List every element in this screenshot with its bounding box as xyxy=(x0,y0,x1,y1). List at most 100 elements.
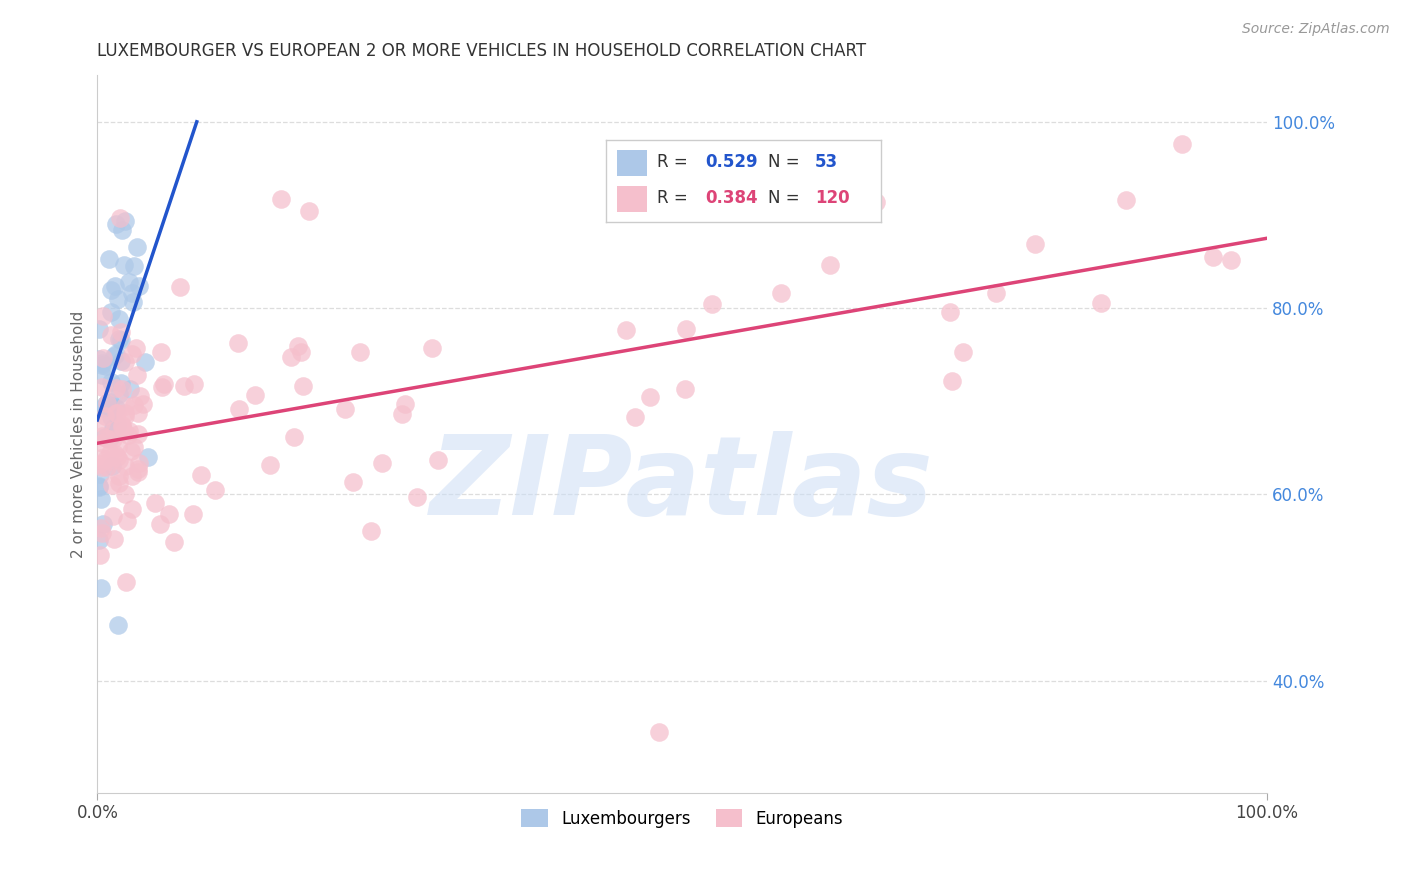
Point xyxy=(120,444,142,458)
Point xyxy=(115,514,138,528)
Point xyxy=(173,379,195,393)
Point xyxy=(118,382,141,396)
Point xyxy=(111,417,134,432)
Point xyxy=(614,323,637,337)
Point xyxy=(101,478,124,492)
Point xyxy=(96,395,118,409)
Point xyxy=(149,516,172,531)
Text: ZIPatlas: ZIPatlas xyxy=(430,431,934,538)
Point xyxy=(100,409,122,424)
Point xyxy=(94,431,117,445)
Point xyxy=(1090,296,1112,310)
Point xyxy=(121,347,143,361)
Point xyxy=(127,406,149,420)
Point xyxy=(134,355,156,369)
Point xyxy=(94,430,117,444)
Point xyxy=(104,347,127,361)
Point xyxy=(111,420,134,434)
Point xyxy=(89,480,111,494)
Point xyxy=(103,349,125,363)
Point xyxy=(122,441,145,455)
Point xyxy=(87,458,110,472)
Point xyxy=(110,333,132,347)
Point xyxy=(90,521,112,535)
Point xyxy=(98,454,121,468)
Point xyxy=(114,459,136,474)
Point xyxy=(100,327,122,342)
Point xyxy=(111,382,134,396)
Point xyxy=(125,368,148,382)
Point xyxy=(1115,194,1137,208)
Point xyxy=(391,407,413,421)
Point xyxy=(190,467,212,482)
Point xyxy=(297,203,319,218)
Point xyxy=(107,468,129,483)
Point xyxy=(157,507,180,521)
Point xyxy=(371,456,394,470)
Point xyxy=(121,468,143,483)
Point xyxy=(118,424,141,438)
Point xyxy=(91,309,114,323)
Point xyxy=(103,533,125,547)
Point xyxy=(103,423,125,437)
Point xyxy=(110,353,132,368)
Text: LUXEMBOURGER VS EUROPEAN 2 OR MORE VEHICLES IN HOUSEHOLD CORRELATION CHART: LUXEMBOURGER VS EUROPEAN 2 OR MORE VEHIC… xyxy=(97,42,866,60)
Point xyxy=(101,458,124,473)
Point xyxy=(122,295,145,310)
Point xyxy=(287,339,309,353)
Point xyxy=(111,223,134,237)
Point xyxy=(127,462,149,476)
Point xyxy=(101,420,124,434)
Point xyxy=(107,312,129,326)
Point xyxy=(103,420,125,434)
Point xyxy=(280,350,302,364)
Point xyxy=(104,447,127,461)
Point xyxy=(91,359,114,373)
Point xyxy=(283,430,305,444)
Point xyxy=(675,322,697,336)
Point xyxy=(700,297,723,311)
Point xyxy=(169,280,191,294)
Point xyxy=(259,458,281,473)
Point xyxy=(114,487,136,501)
Point xyxy=(114,574,136,589)
Point xyxy=(270,192,292,206)
Text: Source: ZipAtlas.com: Source: ZipAtlas.com xyxy=(1241,22,1389,37)
Point xyxy=(101,432,124,446)
Point xyxy=(107,453,129,467)
Point xyxy=(865,194,887,209)
Point xyxy=(87,479,110,493)
Point xyxy=(104,278,127,293)
Point xyxy=(114,214,136,228)
Point xyxy=(97,252,120,266)
Point xyxy=(110,325,132,339)
Point xyxy=(162,534,184,549)
Point xyxy=(125,240,148,254)
Point xyxy=(638,391,661,405)
Point xyxy=(333,402,356,417)
Point xyxy=(100,375,122,389)
Point xyxy=(1171,136,1194,151)
Point xyxy=(150,344,173,359)
Point xyxy=(87,322,110,336)
Point xyxy=(91,460,114,475)
Point xyxy=(624,409,647,424)
Point xyxy=(90,416,112,430)
Point xyxy=(128,278,150,293)
Point xyxy=(94,452,117,467)
Point xyxy=(107,293,129,307)
Point xyxy=(108,387,131,401)
Point xyxy=(107,440,129,454)
Point xyxy=(114,399,136,413)
Point xyxy=(94,409,117,423)
Point xyxy=(290,344,312,359)
Point xyxy=(90,429,112,443)
Point xyxy=(121,285,143,300)
Point xyxy=(394,397,416,411)
Point xyxy=(145,496,167,510)
Point xyxy=(97,432,120,446)
Point xyxy=(427,453,450,467)
Point xyxy=(114,406,136,420)
Point xyxy=(228,402,250,417)
Point xyxy=(117,275,139,289)
